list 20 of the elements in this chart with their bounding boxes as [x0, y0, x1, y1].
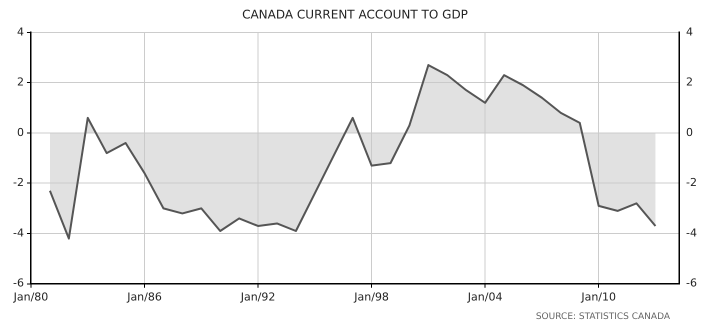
- y-tick-label: -6: [13, 276, 24, 290]
- x-tick-label: Jan/98: [353, 290, 389, 304]
- source-note: SOURCE: STATISTICS CANADA: [536, 312, 671, 322]
- y2-tick-label: 4: [686, 25, 694, 38]
- y-tick-label: -2: [13, 176, 24, 190]
- x-tick-label: Jan/04: [466, 290, 502, 304]
- y-tick-label: 0: [16, 126, 24, 139]
- x-tick-label: Jan/80: [12, 290, 48, 304]
- x-tick-label: Jan/92: [240, 290, 276, 304]
- y2-tick-label: 2: [686, 76, 694, 89]
- y-tick-label: 2: [16, 76, 24, 89]
- y-tick-label: -4: [13, 226, 24, 240]
- y-tick-label: 4: [16, 25, 24, 38]
- x-tick-label: Jan/86: [126, 290, 162, 304]
- x-tick-label: Jan/10: [580, 290, 616, 304]
- y2-tick-label: -6: [686, 276, 697, 290]
- y2-tick-label: -4: [686, 226, 697, 240]
- y2-tick-label: -2: [686, 176, 697, 190]
- chart-title: CANADA CURRENT ACCOUNT TO GDP: [242, 7, 468, 22]
- y2-tick-label: 0: [686, 126, 694, 139]
